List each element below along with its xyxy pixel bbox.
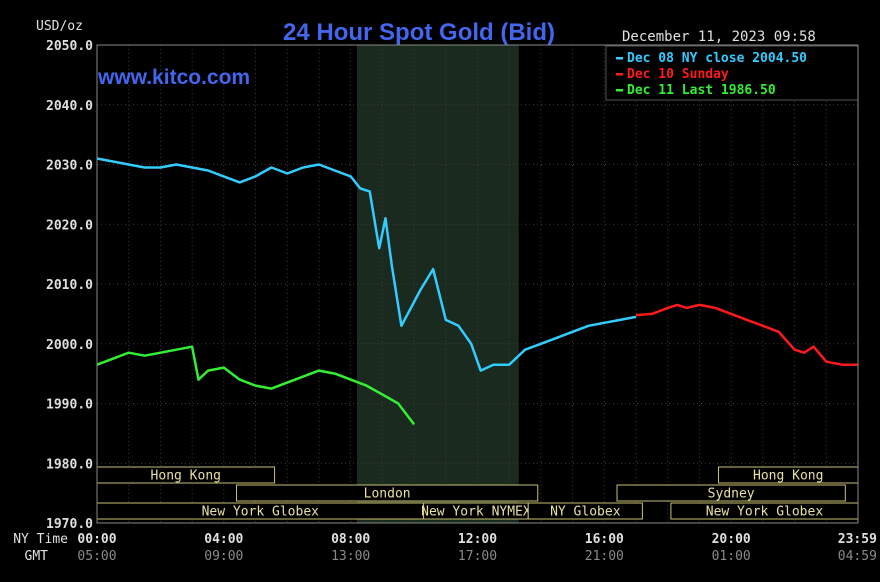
legend-entry: Dec 08 NY close 2004.50 [627,51,807,66]
gmt-time-tick: 21:00 [585,549,624,564]
x-axis-ticks: 00:00 05:00 04:00 09:00 08:00 13:00 12:00 17:00… [77,532,877,564]
watermark-text: www.kitco.com [97,66,250,89]
market-session-band [527,502,643,520]
y-tick-label: 1990.0 [46,398,93,413]
ny-time-axis-label: NY Time [13,532,68,547]
chart-title: 24 Hour Spot Gold (Bid) [283,19,555,46]
legend-entry: Dec 10 Sunday [627,67,729,82]
ny-time-tick: 12:00 [458,532,497,547]
legend-swatch [616,57,623,60]
chart-timestamp: December 11, 2023 09:58 [622,29,816,45]
dec-11-series-line [96,345,416,426]
market-session-band [616,484,846,502]
legend-swatch [616,89,623,92]
y-tick-label: 1970.0 [46,517,93,532]
market-session-label: NY Globex [550,505,621,520]
y-tick-label: 2040.0 [46,99,93,114]
y-axis-unit-label: USD/oz [36,19,83,34]
market-session-label: Hong Kong [753,469,823,484]
ny-time-tick: 04:00 [204,532,243,547]
market-session-label: New York NYMEX [421,505,531,520]
market-session-label: London [364,487,411,502]
dec-10-series-line [635,303,858,366]
gmt-time-tick: 09:00 [204,549,243,564]
market-session-label: New York Globex [202,505,320,520]
ny-time-tick: 00:00 [77,532,116,547]
ny-time-tick: 08:00 [331,532,370,547]
gmt-time-tick: 04:59 [838,549,877,564]
y-tick-label: 1980.0 [46,457,93,472]
price-series [96,157,858,426]
legend-box [605,45,859,101]
dec-08-series-line [96,157,637,372]
gmt-time-tick: 01:00 [712,549,751,564]
market-session-label: New York Globex [706,505,824,520]
y-tick-label: 2050.0 [46,39,93,54]
y-tick-label: 2000.0 [46,338,93,353]
plot-frame [96,44,859,524]
legend-swatch [616,73,623,76]
gmt-time-tick: 13:00 [331,549,370,564]
market-session-label: Sydney [708,487,755,502]
market-session-band [236,484,539,502]
ny-time-tick: 16:00 [585,532,624,547]
y-tick-label: 2030.0 [46,159,93,174]
market-sessions: Hong Kong Hong Kong London Sydney New York G… [96,466,859,520]
gmt-axis-label: GMT [25,549,49,564]
gmt-time-tick: 05:00 [77,549,116,564]
y-axis-ticks: 2050.0 2040.0 2030.0 2020.0 2010.0 2000.0 1990… [46,39,93,532]
market-session-label: Hong Kong [151,469,221,484]
ny-time-tick: 23:59 [838,532,877,547]
gmt-time-tick: 17:00 [458,549,497,564]
y-tick-label: 2010.0 [46,278,93,293]
legend-entry: Dec 11 Last 1986.50 [627,83,776,98]
ny-time-tick: 20:00 [712,532,751,547]
y-tick-label: 2020.0 [46,218,93,233]
